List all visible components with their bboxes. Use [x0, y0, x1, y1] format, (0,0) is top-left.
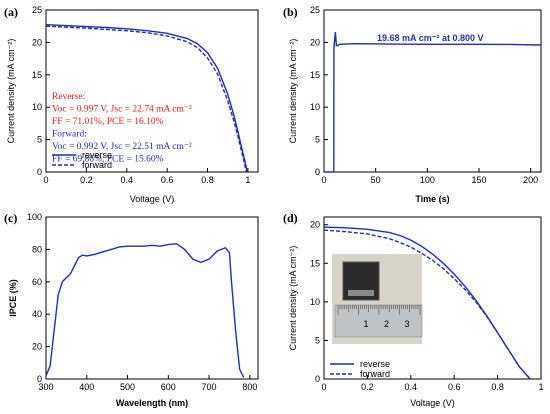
x-tick-label: 0.6 — [161, 175, 174, 185]
x-tick-label: 0.8 — [491, 382, 504, 392]
x-tick-label: 200 — [523, 175, 538, 185]
panel-label: (a) — [4, 5, 18, 19]
legend-label-forward: forward — [82, 160, 112, 170]
series-line-reverse — [45, 23, 248, 173]
annotation-text: Reverse: — [52, 92, 85, 102]
annotation-text: Forward: — [52, 130, 87, 140]
y-axis-label: IPCE (%) — [8, 279, 18, 317]
x-tick-label: 0.6 — [448, 382, 461, 392]
y-tick-label: 15 — [310, 258, 320, 268]
inset-photo: 1 2 3 — [332, 254, 423, 344]
legend-label-reverse: reverse — [82, 150, 112, 160]
x-tick-label: 0 — [321, 175, 326, 185]
x-tick-label: 800 — [242, 382, 257, 392]
ruler — [334, 304, 423, 338]
y-tick-label: 20 — [32, 37, 42, 47]
x-tick-label: 1 — [538, 382, 543, 392]
panel-label: (d) — [283, 211, 298, 225]
y-axis-label: Current density (mA cm⁻²) — [288, 39, 298, 144]
plot-frame — [323, 216, 542, 380]
ruler-label: 1 — [363, 319, 368, 329]
annotation-text: Voc = 0.992 V, Jsc = 22.51 mA cm⁻² — [52, 142, 192, 152]
y-tick-label: 40 — [32, 309, 42, 319]
annotation-text: Voc = 0.997 V, Jsc = 22.74 mA cm⁻² — [52, 105, 192, 115]
series-line-forward — [45, 25, 247, 173]
x-tick-label: 0.8 — [201, 175, 214, 185]
x-tick-label: 0 — [321, 382, 326, 392]
y-tick-label: 20 — [310, 37, 320, 47]
panel-label: (c) — [4, 211, 17, 225]
y-tick-label: 25 — [32, 5, 42, 15]
y-tick-label: 15 — [310, 70, 320, 80]
y-tick-label: 15 — [32, 70, 42, 80]
plot-frame — [323, 9, 542, 173]
y-tick-label: 0 — [37, 167, 42, 177]
x-tick-label: 700 — [202, 382, 217, 392]
x-tick-label: 0 — [43, 175, 48, 185]
y-axis-label: Current density (mA cm⁻²) — [288, 246, 298, 351]
ruler-label: 2 — [384, 319, 389, 329]
x-tick-label: 150 — [471, 175, 486, 185]
y-tick-label: 0 — [315, 167, 320, 177]
panel-b: 0 50 100 150 200 0 5 10 15 20 25 Time (s) Current de… — [283, 5, 542, 204]
legend-label-reverse: reverse — [360, 359, 390, 369]
y-tick-label: 0 — [315, 374, 320, 384]
x-tick-label: 600 — [161, 382, 176, 392]
series-line-forward — [323, 229, 531, 380]
device-electrode — [348, 290, 374, 296]
annotation-text: 19.68 mA cm⁻² at 0.800 V — [377, 33, 483, 43]
x-tick-label: 0.2 — [361, 382, 374, 392]
y-tick-label: 10 — [310, 297, 320, 307]
annotation-text: FF = 69.86%, PCE = 15.60% — [52, 155, 164, 165]
x-tick-label: 0.4 — [405, 382, 418, 392]
x-axis-label: Voltage (V) — [130, 194, 175, 204]
x-tick-label: 100 — [420, 175, 435, 185]
x-axis-label: Wavelength (nm) — [116, 398, 188, 408]
y-tick-label: 5 — [315, 135, 320, 145]
y-tick-label: 0 — [37, 374, 42, 384]
y-tick-label: 5 — [37, 135, 42, 145]
y-tick-label: 10 — [310, 102, 320, 112]
ruler-label: 3 — [404, 319, 409, 329]
y-tick-label: 100 — [27, 212, 42, 222]
legend-label-forward: forward — [360, 369, 390, 379]
series-line-curve — [45, 243, 245, 378]
panel-label: (b) — [283, 5, 298, 19]
x-tick-label: 0.4 — [121, 175, 134, 185]
x-tick-label: 300 — [38, 382, 53, 392]
y-axis-label: Current density (mA cm⁻²) — [6, 39, 16, 144]
x-tick-label: 500 — [120, 382, 135, 392]
x-tick-label: 50 — [371, 175, 381, 185]
y-tick-label: 5 — [315, 335, 320, 345]
x-tick-label: 1 — [245, 175, 250, 185]
x-tick-label: 400 — [79, 382, 94, 392]
x-tick-label: 0.2 — [80, 175, 93, 185]
y-tick-label: 20 — [32, 342, 42, 352]
y-tick-label: 25 — [310, 5, 320, 15]
y-tick-label: 60 — [32, 277, 42, 287]
x-axis-label: Time (s) — [415, 194, 449, 204]
plot-frame — [45, 9, 259, 173]
series-line-curve — [324, 31, 542, 173]
annotation-text: FF = 71.01%, PCE = 16.10% — [52, 117, 164, 127]
y-tick-label: 10 — [32, 102, 42, 112]
panel-c: 300 400 500 600 700 800 0 20 40 60 80 100 Wavelength… — [4, 211, 259, 408]
y-tick-label: 20 — [310, 220, 320, 230]
x-axis-label: Voltage (V) — [410, 398, 455, 408]
y-tick-label: 80 — [32, 244, 42, 254]
plot-frame — [45, 216, 259, 380]
